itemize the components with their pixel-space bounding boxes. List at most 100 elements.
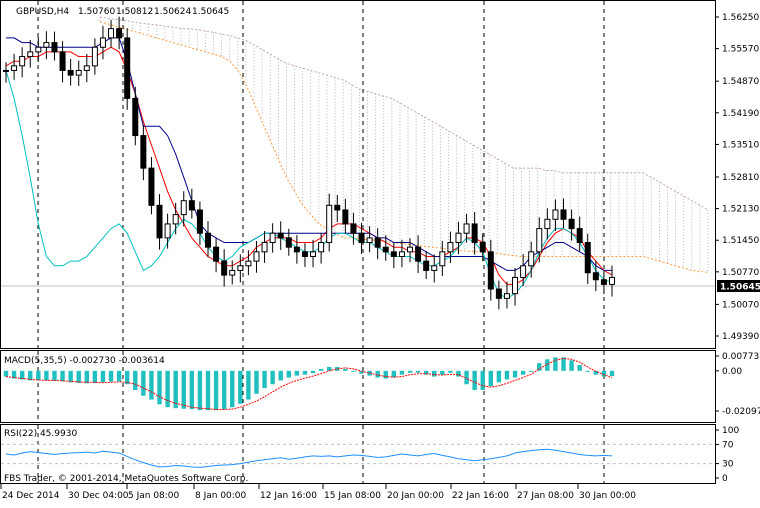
candle-body: [463, 223, 470, 234]
candle-body: [156, 204, 163, 239]
macd-bar: [60, 370, 65, 382]
price-tick-label: 1.50770: [722, 268, 759, 278]
macd-bar: [28, 370, 33, 381]
macd-bar: [415, 370, 421, 373]
candle-body: [205, 232, 211, 248]
candle-body: [455, 232, 462, 244]
macd-bar: [335, 366, 340, 371]
macd-bar: [108, 370, 114, 382]
candle-body: [221, 260, 228, 276]
candle-body: [318, 242, 325, 253]
macd-histogram: [3, 357, 615, 411]
macd-bar: [464, 370, 469, 385]
rsi-levels: [1, 443, 715, 465]
candle-body: [67, 69, 74, 76]
macd-panel-frame: [0, 350, 716, 423]
candle-body: [75, 69, 82, 76]
candle-body: [390, 251, 397, 257]
macd-bar: [52, 370, 57, 381]
macd-tick-label: -0.020975: [722, 407, 760, 417]
ichimoku-cloud: [99, 16, 709, 273]
candle-body: [528, 251, 535, 267]
macd-bar: [512, 370, 518, 378]
macd-bar: [343, 368, 348, 371]
macd-bar: [11, 370, 17, 379]
candle-body: [277, 232, 284, 239]
macd-bar: [68, 370, 73, 383]
ohlc-high: 1.50812: [116, 7, 153, 17]
macd-bar: [238, 370, 243, 404]
macd-bar: [100, 370, 106, 383]
candle-body: [512, 276, 519, 295]
macd-bar: [294, 370, 300, 376]
rsi-tick-label: 0: [722, 474, 728, 484]
price-tick-label: 1.54870: [722, 77, 759, 87]
macd-bar: [399, 370, 405, 375]
candle-body: [148, 167, 155, 206]
time-tick-label: 30 Dec 04:00: [68, 491, 129, 501]
ichimoku-lines: [5, 37, 613, 299]
candle-body: [253, 251, 260, 262]
macd-bar: [3, 370, 9, 377]
macd-bar: [189, 370, 195, 410]
candle-body: [609, 276, 615, 285]
macd-bar: [286, 370, 291, 378]
candle-body: [164, 223, 171, 239]
cloud-upper-line: [99, 16, 709, 211]
price-tick-label: 1.52130: [722, 205, 759, 215]
macd-bar: [246, 370, 251, 400]
candle-body: [398, 251, 405, 257]
candle-body: [172, 214, 179, 225]
macd-signal-line: [5, 357, 613, 410]
macd-bar: [254, 370, 259, 394]
candle-body: [423, 260, 430, 271]
macd-bar: [456, 370, 461, 377]
macd-bar: [270, 370, 275, 385]
macd-bar: [278, 370, 283, 381]
candle-body: [108, 28, 115, 39]
candle-body: [188, 200, 195, 211]
candle-body: [592, 272, 599, 281]
candle-body: [285, 237, 292, 248]
macd-bar: [197, 370, 203, 411]
candle-body: [415, 246, 422, 262]
candle-body: [140, 135, 147, 169]
macd-tick-label: 0.007737: [722, 352, 760, 362]
macd-bar: [165, 370, 170, 408]
candle-body: [261, 242, 268, 253]
ohlc-open: 1.50760: [78, 7, 115, 17]
time-tick-label: 30 Jan 00:00: [579, 491, 636, 501]
candle-body: [19, 56, 26, 67]
price-tick-label: 1.53510: [722, 140, 759, 150]
macd-bar: [302, 370, 308, 375]
candle-body: [560, 209, 567, 220]
time-tick-label: 5 Jan 08:00: [128, 491, 180, 501]
candle-body: [382, 246, 389, 253]
macd-bar: [44, 370, 49, 381]
candle-body: [310, 251, 317, 257]
macd-bar: [359, 370, 364, 374]
price-axis: 1.56250 1.55570 1.54870 1.54190 1.53510 1.528…: [715, 13, 759, 342]
candle-body: [293, 246, 300, 253]
candle-body: [374, 237, 381, 248]
macd-bar: [480, 370, 485, 390]
macd-bar: [448, 370, 453, 373]
indicator-line: [6, 37, 612, 271]
rsi-path: [5, 448, 613, 468]
macd-bar: [432, 370, 437, 377]
price-tick-label: 1.54190: [722, 109, 759, 119]
rsi-tick-label: 30: [722, 460, 734, 470]
macd-bar: [351, 370, 356, 372]
macd-bar: [593, 370, 599, 375]
candle-body: [350, 223, 357, 234]
macd-bar: [488, 370, 493, 387]
candle-body: [3, 69, 9, 72]
candle-body: [431, 265, 438, 271]
macd-tick-label: 0.00: [722, 367, 742, 377]
rsi-line: [5, 448, 613, 468]
macd-bar: [391, 370, 397, 378]
price-panel-frame: [0, 0, 716, 349]
indicator-line: [5, 46, 613, 285]
